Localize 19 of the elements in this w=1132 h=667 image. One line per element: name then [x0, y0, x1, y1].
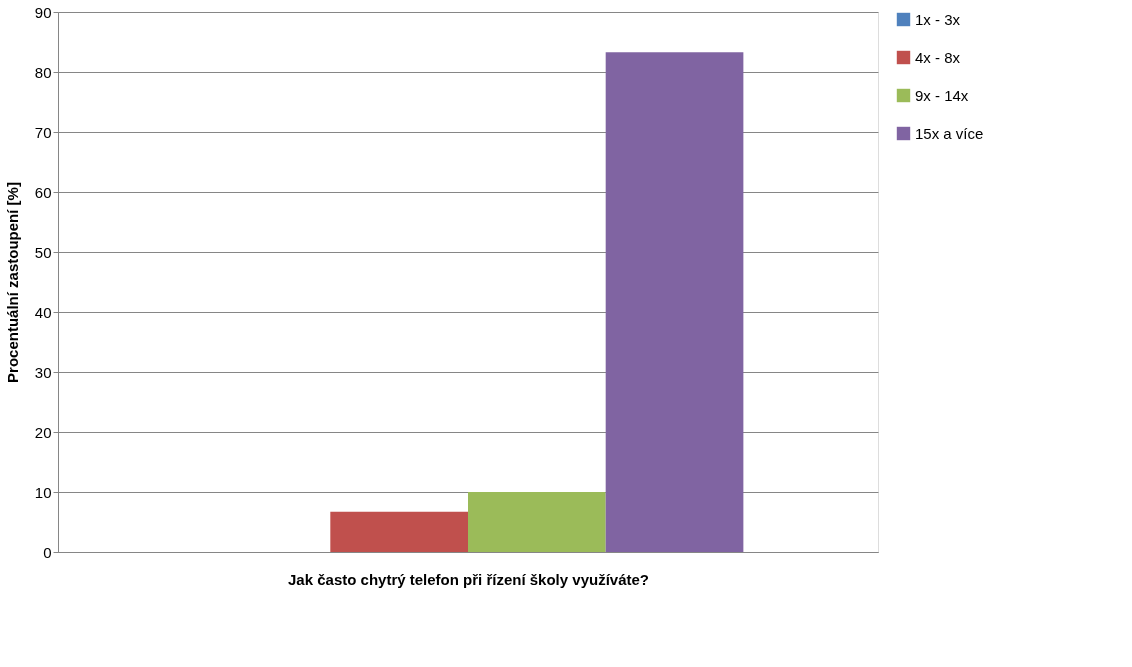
legend-label: 9x - 14x [915, 86, 969, 104]
y-tick-label: 20 [34, 423, 52, 441]
x-axis-title: Jak často chytrý telefon při řízení školy využíváte? [288, 570, 649, 588]
y-axis-title: Procentuální zastoupení [%] [3, 182, 21, 383]
bar [605, 52, 744, 552]
bar [330, 511, 468, 552]
legend-label: 4x - 8x [915, 48, 961, 66]
y-tick-label: 30 [34, 363, 52, 381]
y-tick-label: 90 [34, 3, 52, 21]
legend-label: 15x a více [915, 124, 984, 142]
y-tick-label: 50 [34, 243, 52, 261]
y-tick-label: 10 [34, 483, 52, 501]
legend-label: 1x - 3x [915, 10, 961, 28]
y-tick-label: 0 [43, 543, 52, 561]
y-tick-label: 80 [34, 63, 52, 81]
y-tick-label: 60 [34, 183, 52, 201]
bar [468, 492, 606, 552]
y-tick-label: 40 [34, 303, 52, 321]
y-tick-label: 70 [34, 123, 52, 141]
